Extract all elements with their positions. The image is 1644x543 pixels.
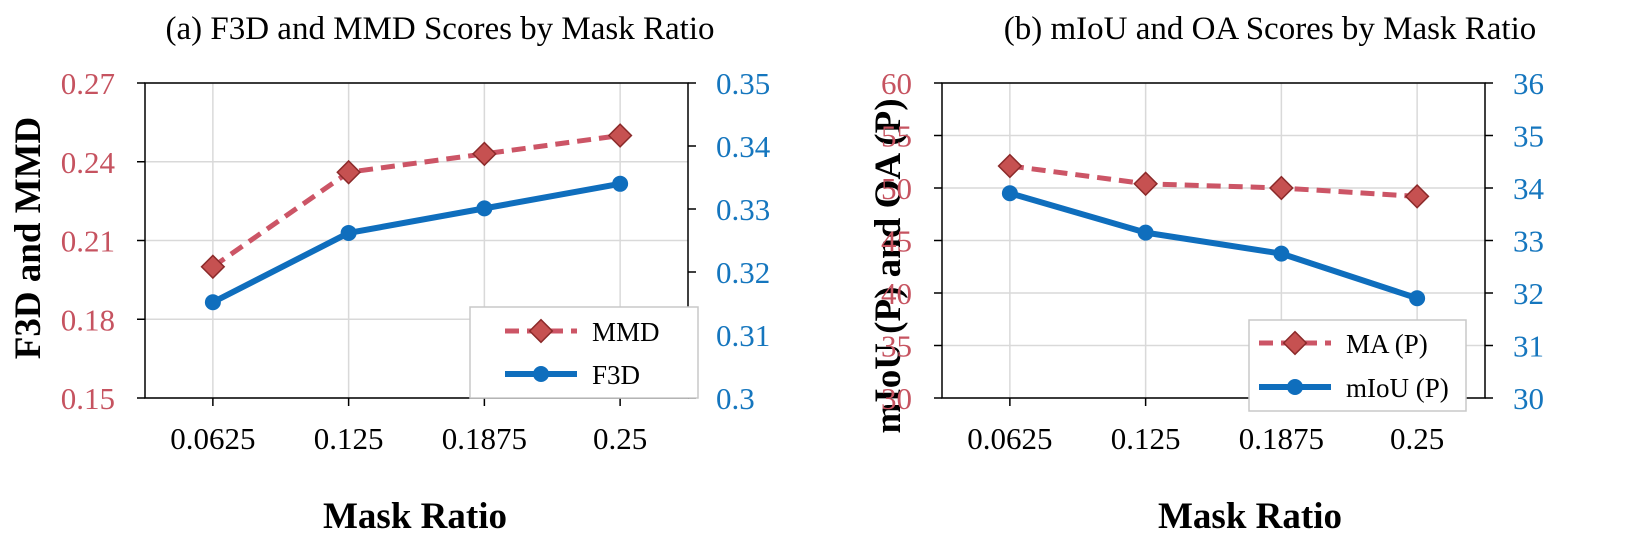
chart-b-series-miou-p-point xyxy=(1137,224,1154,241)
chart-b: (b) mIoU and OA Scores by Mask Ratio Mas… xyxy=(868,11,1545,537)
chart-b-legend-ma-marker xyxy=(1282,330,1308,356)
chart-b-series-miou-p-point xyxy=(1001,185,1018,202)
chart-b-ytick-left-label: 55 xyxy=(881,119,912,154)
chart-a-series-f3d-point xyxy=(340,224,357,241)
chart-a-title: (a) F3D and MMD Scores by Mask Ratio xyxy=(165,11,714,47)
chart-a-plot-area: 0.15 0.18 0.21 0.24 0.27 0.3 0.31 0.32 0.33 0.34 0… xyxy=(61,66,771,456)
chart-a-ytick-right-label: 0.32 xyxy=(716,255,770,290)
chart-a-legend-f3d-marker xyxy=(533,366,549,382)
chart-b-legend-box xyxy=(1248,319,1467,412)
chart-b-series-ma-p-point xyxy=(1269,175,1294,201)
chart-b-ytick-left-label: 50 xyxy=(881,171,912,206)
chart-b-ylabel: mIoU (P) and OA (P) xyxy=(868,98,909,433)
chart-a-ytick-left-label: 0.18 xyxy=(61,302,115,337)
chart-a-series-mmd-point xyxy=(472,141,497,167)
chart-b-legend-miou-label: mIoU (P) xyxy=(1346,373,1449,403)
chart-b-title: (b) mIoU and OA Scores by Mask Ratio xyxy=(1004,11,1537,47)
chart-a-series-mmd-line xyxy=(211,133,621,269)
chart-b-ytick-left-label: 35 xyxy=(881,329,912,364)
chart-a-ytick-right-label: 0.34 xyxy=(716,129,771,164)
chart-b-ytick-right-label: 35 xyxy=(1513,119,1544,154)
chart-b-legend-ma-label: MA (P) xyxy=(1346,329,1428,359)
chart-a-ytick-right-label: 0.33 xyxy=(716,192,770,227)
chart-a-series-f3d-point xyxy=(204,294,221,311)
chart-b-legend: MA (P) mIoU (P) xyxy=(1248,319,1467,412)
chart-b-ytick-right-label: 31 xyxy=(1513,329,1544,364)
chart-b-xtick-label: 0.0625 xyxy=(967,421,1052,456)
chart-b-plot-area: 30 35 40 45 50 55 60 30 31 32 33 34 35 36 0.0625 0.125 0… xyxy=(881,66,1545,456)
chart-a-xtick-label: 0.0625 xyxy=(170,421,255,456)
chart-a-legend: MMD F3D xyxy=(469,306,699,399)
chart-a-ytick-right-label: 0.35 xyxy=(716,66,770,101)
chart-a-ytick-right-label: 0.31 xyxy=(716,318,770,353)
chart-a-ytick-left-label: 0.15 xyxy=(61,381,115,416)
chart-a-ytick-left-label: 0.21 xyxy=(61,224,115,259)
chart-a-series-f3d-point xyxy=(612,175,629,192)
chart-b-series-ma-p-line xyxy=(1009,163,1418,199)
chart-b-ytick-right-label: 36 xyxy=(1513,66,1544,101)
chart-a-series-mmd-point xyxy=(200,254,226,280)
chart-a-legend-mmd-label: MMD xyxy=(592,317,660,347)
chart-a-series-mmd-point xyxy=(607,123,633,148)
chart-b-ytick-left-label: 45 xyxy=(881,224,912,259)
chart-b-series-ma-p-point xyxy=(997,153,1023,179)
chart-b-ytick-right-label: 30 xyxy=(1513,381,1544,416)
chart-b-xtick-label: 0.25 xyxy=(1390,421,1444,456)
chart-a-xtick-label: 0.125 xyxy=(314,421,384,456)
chart-b-ytick-left-label: 40 xyxy=(881,276,912,311)
chart-b-ytick-left-label: 60 xyxy=(881,66,912,101)
chart-b-series-miou-p-line xyxy=(1009,190,1419,302)
chart-a-legend-f3d-label: F3D xyxy=(592,360,640,390)
chart-a-legend-box xyxy=(469,306,699,399)
chart-b-ytick-right-label: 32 xyxy=(1513,276,1544,311)
chart-b-ytick-right-label: 34 xyxy=(1513,171,1545,206)
chart-a-ytick-left-label: 0.24 xyxy=(61,145,116,180)
chart-a-ylabel: F3D and MMD xyxy=(8,117,49,360)
chart-b-ytick-right-label: 33 xyxy=(1513,224,1544,259)
chart-a-series-mmd-point xyxy=(336,159,361,185)
chart-b-xtick-label: 0.1875 xyxy=(1239,421,1324,456)
chart-a-xtick-label: 0.25 xyxy=(593,421,647,456)
chart-b-series-ma-p-point xyxy=(1404,184,1430,209)
chart-a-series-f3d-point xyxy=(476,200,493,217)
chart-a-legend-mmd-marker xyxy=(528,318,554,344)
chart-b-series-ma-p-point xyxy=(1133,171,1158,197)
chart-b-xlabel: Mask Ratio xyxy=(1158,496,1342,537)
chart-a-ytick-right-label: 0.3 xyxy=(716,381,755,416)
chart-b-ytick-left-label: 30 xyxy=(881,381,912,416)
chart-b-series-miou-p-point xyxy=(1273,245,1290,262)
chart-a-xlabel: Mask Ratio xyxy=(323,496,507,537)
chart-a-series-f3d-line xyxy=(211,180,621,305)
chart-b-xtick-label: 0.125 xyxy=(1111,421,1181,456)
chart-a: (a) F3D and MMD Scores by Mask Ratio Mas… xyxy=(8,11,771,537)
chart-b-series-miou-p-point xyxy=(1409,290,1426,307)
chart-b-legend-miou-marker xyxy=(1287,379,1303,395)
chart-a-ytick-left-label: 0.27 xyxy=(61,66,115,101)
chart-a-xtick-label: 0.1875 xyxy=(442,421,527,456)
